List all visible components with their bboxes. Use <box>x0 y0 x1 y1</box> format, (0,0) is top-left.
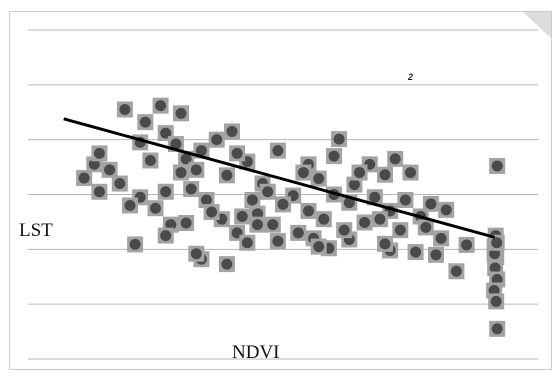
data-point <box>417 219 434 236</box>
data-point <box>111 175 128 192</box>
data-point <box>402 164 419 181</box>
data-point <box>157 227 174 244</box>
data-point <box>428 246 444 263</box>
data-point <box>295 164 312 181</box>
data-point <box>137 114 154 131</box>
data-point <box>91 183 108 200</box>
data-point <box>122 197 138 214</box>
data-point <box>249 216 266 233</box>
data-point <box>188 245 205 262</box>
data-point <box>448 263 465 280</box>
data-point <box>275 196 291 213</box>
data-point <box>173 105 189 122</box>
data-point <box>259 183 276 200</box>
data-point <box>290 224 307 241</box>
data-point <box>326 148 342 165</box>
corner-mark <box>523 12 551 38</box>
data-point <box>183 181 200 198</box>
x-axis-label: NDVI <box>232 342 280 363</box>
data-points <box>76 97 506 337</box>
data-point <box>392 222 409 239</box>
annotation-label: 2 <box>407 72 413 82</box>
data-point <box>315 211 332 228</box>
data-point <box>157 183 174 200</box>
data-point <box>76 170 93 187</box>
scatter-chart: 2 LST NDVI <box>19 29 538 363</box>
data-point <box>488 234 505 251</box>
data-point <box>351 164 368 181</box>
data-point <box>489 320 506 337</box>
data-point <box>269 142 286 159</box>
data-point <box>310 238 327 255</box>
data-point <box>198 191 215 208</box>
data-point <box>371 211 388 228</box>
data-point <box>147 200 164 217</box>
data-point <box>116 101 133 118</box>
data-point <box>173 164 189 181</box>
data-point <box>244 191 261 208</box>
data-point <box>310 170 327 187</box>
data-point <box>438 201 455 218</box>
data-point <box>377 166 393 183</box>
data-point <box>433 230 450 247</box>
data-point <box>407 244 424 261</box>
data-point <box>489 157 506 174</box>
data-point <box>336 222 353 239</box>
data-point <box>208 131 225 148</box>
data-point <box>152 97 169 114</box>
data-point <box>224 123 240 140</box>
data-point <box>188 161 205 178</box>
data-point <box>300 202 317 219</box>
data-point <box>142 152 159 169</box>
data-point <box>203 204 220 221</box>
data-point <box>218 167 235 184</box>
data-point <box>264 216 281 233</box>
data-point <box>178 215 195 232</box>
data-point <box>234 208 251 225</box>
data-point <box>377 235 393 252</box>
chart-frame: 2 LST NDVI <box>9 11 552 370</box>
data-point <box>397 191 414 208</box>
data-point <box>488 293 505 310</box>
data-point <box>356 214 373 231</box>
data-point <box>331 131 348 148</box>
gridlines <box>28 29 538 360</box>
data-point <box>239 234 256 251</box>
data-point <box>101 161 118 178</box>
data-point <box>229 145 246 162</box>
data-point <box>91 145 108 162</box>
data-point <box>387 150 404 167</box>
data-point <box>458 236 475 253</box>
data-point <box>218 256 235 273</box>
y-axis-label: LST <box>19 220 53 241</box>
trend-line <box>63 117 496 239</box>
data-point <box>366 189 383 206</box>
data-point <box>422 195 439 212</box>
data-point <box>127 236 144 253</box>
data-point <box>269 233 286 250</box>
data-point <box>346 176 363 193</box>
